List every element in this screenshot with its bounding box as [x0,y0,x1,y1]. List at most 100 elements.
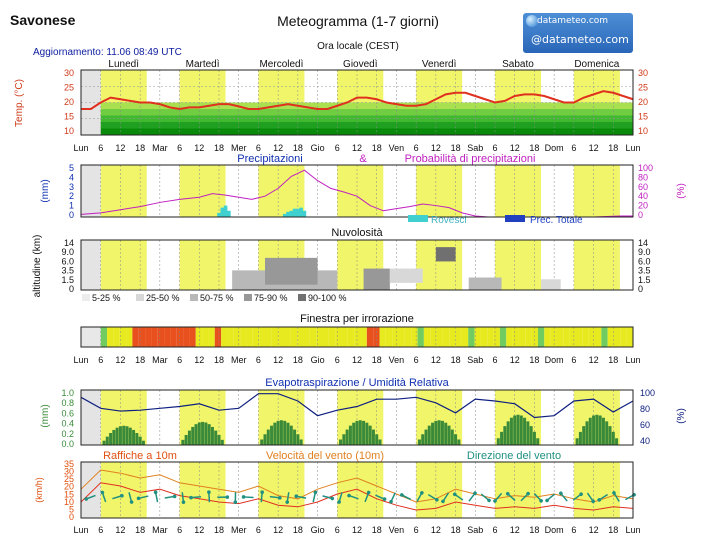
wind-time-axis-tick-label: Mer [231,525,247,535]
temp-right-tick: 25 [638,83,648,93]
cloud-block [265,257,318,285]
wind-dir-arrow [597,493,609,502]
evap-bar [582,426,586,445]
spray-cell [468,327,475,347]
evap-bar [585,421,589,445]
spray-time-axis-tick-label: Mar [152,355,168,365]
temp-time-axis-tick-label: 12 [431,143,441,153]
spray-cell [132,327,139,347]
temp-time-axis-tick-label: 12 [352,143,362,153]
cloud-left-tick: 0 [69,284,74,294]
spray-cell [341,327,348,347]
wind-dir-arrow [505,491,516,502]
spray-time-axis-tick-label: Ven [389,355,405,365]
cloud-block [468,277,502,290]
wind-left-tick: 0 [69,512,74,522]
cloud-legend-swatch [82,294,90,301]
spray-time-axis-tick-label: 6 [492,355,497,365]
location-title: Savonese [10,12,76,28]
spray-cell [569,327,576,347]
cloud-day-band [179,240,226,290]
evap-bar [506,421,510,445]
evap-bar [112,429,116,445]
brand-logo[interactable]: datameteo.com @datameteo.com [523,13,633,53]
wind-arrow-head [225,495,230,499]
spray-cell [322,327,329,347]
wind-dir-arrow [416,491,424,502]
wind-arrow-head [473,491,477,496]
spray-time-axis-tick-label: 18 [372,355,382,365]
temp-time-axis-tick-label: 6 [492,143,497,153]
evap-right-tick: 80 [640,404,650,414]
wind-arrow-head [452,492,457,497]
wind-dir-arrow [128,492,134,504]
precip-shower-bar [220,207,225,217]
evap-bar [526,421,530,445]
temp-time-axis-tick-label: 6 [335,143,340,153]
temp-time-axis-tick-label: 6 [98,143,103,153]
temp-time-axis-tick-label: 18 [214,143,224,153]
wind-arrow-head [181,500,186,504]
cloud-left-tick: 9.0 [61,247,74,257]
spray-cell [379,327,386,347]
wind-left-tick: 10 [64,497,74,507]
evap-ylabel: (mm) [40,404,51,427]
evap-title: Evapotraspirazione / Umidità Relativa [265,377,449,389]
evap-past-hatch [81,390,101,445]
wind-arrow-head [493,499,497,503]
temp-series-line [81,90,634,111]
evap-bar [516,414,520,445]
precip-ylabel-right: (%) [676,183,687,199]
wind-arrow-head [120,493,124,498]
wind-arrow-head [285,500,290,504]
evap-bar [424,429,428,445]
wind-arrow-head [84,497,88,501]
spray-cell [214,327,222,347]
spray-cell [442,327,450,347]
precip-shower-bar [302,210,307,217]
temp-time-axis-tick-label: 12 [115,143,125,153]
evap-bar [299,439,303,445]
evap-bar [270,425,274,445]
wind-arrow-head [337,500,341,504]
evap-bar [132,429,136,445]
temp-time-axis-tick-label: 18 [135,143,145,153]
precip-frame [80,164,634,218]
wind-time-axis-tick-label: Mar [152,525,168,535]
wind-frame [80,461,634,519]
evap-bar [181,439,185,445]
humidity-line [80,393,634,419]
temp-time-axis-tick-label: 18 [293,143,303,153]
wind-dir-arrow [624,492,636,501]
spray-time-axis-tick-label: 12 [431,355,441,365]
cloud-day-band [100,240,147,290]
legend-total-label: Prec. Totale [530,215,583,226]
precip-day-band [337,165,384,217]
spray-cell [100,327,108,347]
spray-cell [335,327,342,347]
spray-time-axis-tick-label: 12 [352,355,362,365]
cloud-left-tick: 6.0 [61,256,74,266]
spray-cell [183,327,190,347]
wind-time-axis-tick-label: 12 [194,525,204,535]
cloud-block [541,279,561,290]
spray-cell [227,327,234,347]
evap-right-tick: 100 [640,388,655,398]
temp-time-axis-tick-label: 12 [273,143,283,153]
temp-time-axis-tick-label: 12 [194,143,204,153]
wind-arrow-head [278,496,282,500]
wind-ylabel: (km/h) [34,477,44,503]
wind-dir-arrow [533,493,543,503]
wind-dir-arrow [364,490,371,503]
cloud-frame [80,239,634,291]
evap-bar [260,439,264,445]
evap-bar [102,440,106,445]
wind-day-band [100,462,147,518]
evap-bar [457,439,461,445]
precip-shower-bar [286,211,290,217]
precip-right-tick: 60 [638,182,648,192]
wind-time-axis-tick-label: 12 [510,525,520,535]
wind-arrow-head [129,500,134,504]
evap-bar [109,432,113,445]
temp-time-axis-tick-label: Ven [389,143,405,153]
